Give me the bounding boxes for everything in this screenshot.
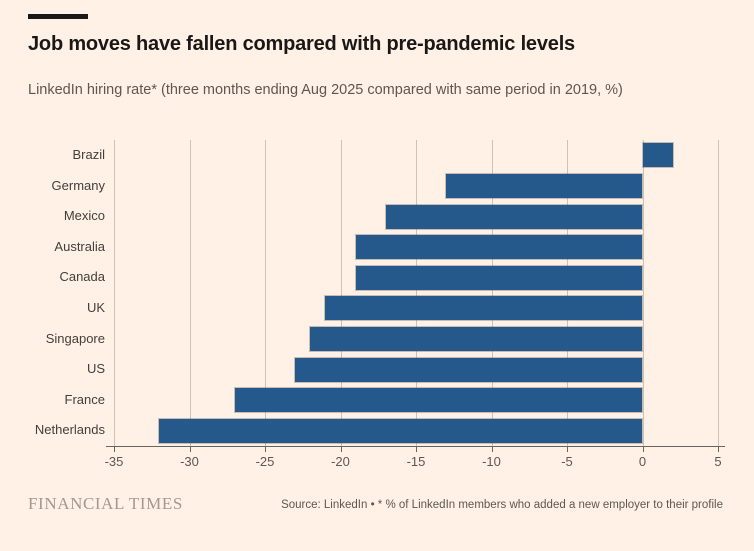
tick-mark--15 (416, 447, 417, 452)
bar-netherlands (159, 418, 643, 443)
gridline--35 (114, 140, 115, 446)
bar-canada (355, 265, 643, 290)
bar-uk (325, 296, 643, 321)
gridline--10 (491, 140, 493, 446)
category-label-uk: UK (86, 300, 105, 315)
category-label-mexico: Mexico (63, 208, 105, 224)
category-label-canada: Canada (59, 269, 105, 285)
tick-label--35: -35 (104, 454, 124, 469)
category-label-australia: Australia (54, 238, 105, 254)
financial-times-logo: FINANCIAL TIMES (28, 494, 183, 513)
gridline--30 (189, 140, 191, 446)
tick-mark--25 (265, 447, 266, 452)
tick-mark-5 (718, 447, 719, 452)
gridline--20 (340, 140, 342, 446)
bar-us (295, 357, 643, 382)
tick-mark--5 (567, 447, 568, 452)
gridline--15 (416, 140, 417, 446)
tick-label--30: -30 (180, 454, 199, 469)
bar-brazil (642, 143, 673, 168)
gridline--25 (265, 140, 266, 446)
chart-subtitle: LinkedIn hiring rate* (three months endi… (28, 82, 623, 98)
tick-label-0: 0 (638, 454, 647, 469)
tick-mark-0 (642, 447, 644, 452)
category-label-us: US (86, 361, 105, 377)
tick-label--20: -20 (331, 454, 350, 469)
plot-area (114, 140, 719, 446)
tick-mark--35 (114, 447, 115, 452)
bar-chart: Brazil Germany Mexico Australia Canada UK Sing… (0, 140, 754, 480)
chart-title: Job moves have fallen compared with pre-… (28, 33, 575, 55)
bar-australia (355, 235, 643, 260)
category-label-singapore: Singapore (45, 330, 105, 346)
tick-mark--10 (491, 447, 493, 452)
tick-label--5: -5 (561, 454, 573, 469)
category-label-netherlands: Netherlands (34, 422, 105, 438)
gridline-5 (718, 140, 719, 446)
bar-mexico (385, 204, 643, 229)
gridline--5 (567, 140, 568, 446)
tick-mark--30 (189, 447, 191, 452)
gridline-0 (642, 140, 644, 446)
x-axis-line (106, 446, 725, 447)
tick-label--10: -10 (482, 454, 501, 469)
category-label-germany: Germany (51, 177, 105, 193)
tick-label--15: -15 (406, 454, 426, 469)
tick-label-5: 5 (714, 454, 722, 469)
tick-label--25: -25 (255, 454, 275, 469)
category-label-france: France (64, 391, 105, 407)
bar-france (234, 388, 643, 413)
source-note: Source: LinkedIn • * % of LinkedIn membe… (281, 499, 723, 511)
bar-germany (446, 173, 643, 198)
category-label-brazil: Brazil (72, 147, 105, 162)
title-accent-bar (28, 14, 88, 19)
bar-singapore (310, 326, 643, 351)
tick-mark--20 (340, 447, 342, 452)
